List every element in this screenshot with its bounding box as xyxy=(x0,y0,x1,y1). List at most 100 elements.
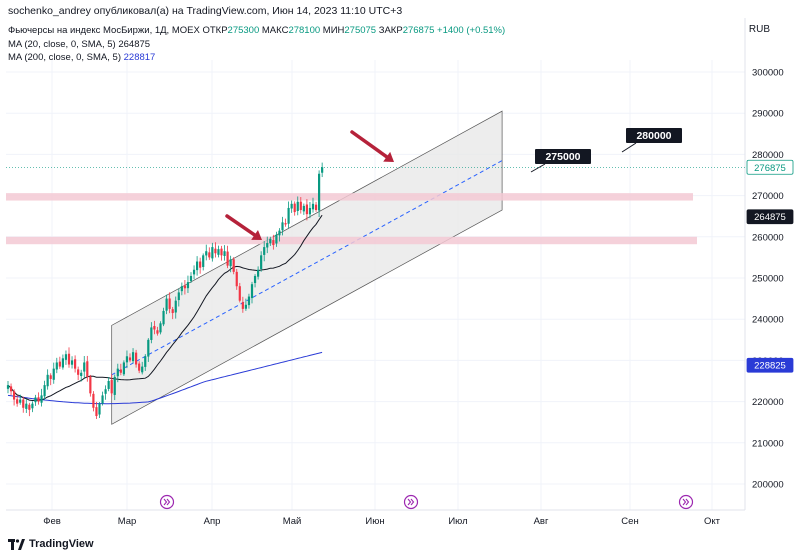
candle xyxy=(186,275,190,293)
candle-body xyxy=(153,326,156,330)
candle-body xyxy=(141,366,144,373)
candle xyxy=(156,326,159,336)
candle-body xyxy=(70,360,74,365)
event-markers[interactable] xyxy=(159,494,694,510)
candle xyxy=(238,282,241,303)
candle-body xyxy=(61,358,64,368)
candle-body xyxy=(159,323,162,333)
candle xyxy=(31,401,34,413)
price-label-box xyxy=(746,159,794,175)
candle-body xyxy=(269,238,272,244)
candle-body xyxy=(131,352,135,362)
legend-ohlc: Фьючерсы на индекс МосБиржи, 1Д, MOEX ОТ… xyxy=(8,25,505,36)
candle-body xyxy=(77,369,80,375)
price-label-box xyxy=(746,357,794,373)
callout-leader xyxy=(621,142,637,153)
x-tick-label: Апр xyxy=(204,516,221,527)
candle-body xyxy=(147,339,150,357)
candle xyxy=(196,256,199,276)
x-tick-label: Май xyxy=(283,516,302,527)
candle-body xyxy=(208,252,211,258)
candle-body xyxy=(22,399,25,408)
candle xyxy=(13,389,16,406)
candle-body xyxy=(220,248,223,256)
candle xyxy=(43,380,46,400)
legend-ma20[interactable]: MA (20, close, 0, SMA, 5) 264875 xyxy=(8,39,150,50)
y-tick-label: 210000 xyxy=(752,438,784,449)
candle xyxy=(244,298,247,311)
candle xyxy=(278,228,281,242)
callout-text: 275000 xyxy=(545,151,580,163)
callout-box xyxy=(535,149,591,164)
arrow-head xyxy=(251,229,262,240)
arrow-icon xyxy=(225,214,262,240)
candle-body xyxy=(40,395,43,403)
open-value: 275300 xyxy=(227,25,260,36)
candle-body xyxy=(199,261,202,268)
publish-info: sochenko_andrey опубликовал(а) на Tradin… xyxy=(8,5,403,17)
candle xyxy=(232,257,235,275)
high-value: 278100 xyxy=(288,25,321,36)
x-tick-label: Июн xyxy=(365,516,384,527)
candle xyxy=(22,396,25,413)
ma200-path xyxy=(7,351,323,405)
arrow-icon xyxy=(350,130,394,162)
candle-body xyxy=(186,282,190,289)
legend-ma200[interactable]: MA (200, close, 0, SMA, 5) 228817 xyxy=(8,52,155,63)
candle-body xyxy=(25,403,28,409)
event-marker-icon[interactable] xyxy=(678,494,694,510)
candle-body xyxy=(266,242,269,248)
candle-body xyxy=(202,255,205,267)
candle xyxy=(183,280,186,295)
y-axis: 2000002100002200002300002400002500002600… xyxy=(746,68,794,491)
callout-box xyxy=(626,128,682,143)
candle-body xyxy=(314,204,318,211)
candle-body xyxy=(183,285,186,289)
close-value: 276875 xyxy=(402,25,435,36)
arrow-head xyxy=(383,151,394,162)
candle-body xyxy=(311,203,315,210)
candle-body xyxy=(253,275,257,284)
candle-body xyxy=(92,393,95,408)
y-tick-label: 240000 xyxy=(752,315,784,326)
candle xyxy=(119,363,122,376)
candle xyxy=(46,369,49,390)
ma20-label: MA (20, close, 0, SMA, 5) xyxy=(8,39,116,50)
candle xyxy=(241,296,244,313)
candle-body xyxy=(31,403,34,409)
candle xyxy=(116,363,119,383)
candle-body xyxy=(290,203,293,209)
candle-body xyxy=(296,201,299,212)
candle xyxy=(205,244,208,261)
candle xyxy=(58,356,61,369)
candle-body xyxy=(138,363,141,371)
candle-body xyxy=(241,302,244,309)
callout-text: 280000 xyxy=(636,130,671,142)
candle xyxy=(263,241,266,262)
candle-body xyxy=(177,292,180,301)
candle xyxy=(314,201,318,212)
candle xyxy=(67,347,71,368)
candle xyxy=(125,350,129,369)
x-tick-label: Авг xyxy=(534,516,549,527)
candle xyxy=(272,234,275,250)
candle xyxy=(86,355,89,382)
candle-body xyxy=(272,240,275,246)
candle xyxy=(266,236,269,254)
candle-body xyxy=(217,249,220,255)
candle-body xyxy=(180,286,183,292)
price-callouts[interactable]: 275000 280000 xyxy=(530,128,682,173)
candle xyxy=(260,251,263,272)
arrow-shaft xyxy=(350,130,389,159)
candle-body xyxy=(196,261,199,271)
candle xyxy=(305,199,308,221)
candle-body xyxy=(263,247,266,255)
currency-label: RUB xyxy=(748,24,770,35)
candle-body xyxy=(16,399,19,404)
candle-body xyxy=(260,255,263,269)
candle xyxy=(220,245,223,261)
event-marker-icon[interactable] xyxy=(159,494,175,510)
event-marker-icon[interactable] xyxy=(403,494,419,510)
candle xyxy=(281,216,284,236)
